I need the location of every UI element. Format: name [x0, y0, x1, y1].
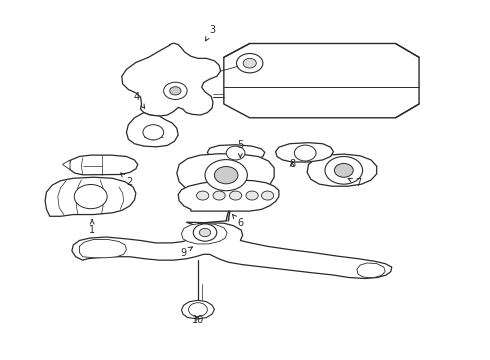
Polygon shape	[178, 180, 279, 211]
Text: 9: 9	[181, 247, 193, 257]
Text: 10: 10	[192, 315, 204, 325]
Polygon shape	[79, 239, 126, 258]
Polygon shape	[275, 143, 333, 162]
Circle shape	[246, 191, 258, 200]
Circle shape	[215, 167, 238, 184]
Circle shape	[243, 58, 256, 68]
Text: 8: 8	[289, 159, 295, 170]
Circle shape	[237, 54, 263, 73]
Circle shape	[196, 191, 209, 200]
Polygon shape	[207, 145, 265, 161]
Polygon shape	[177, 154, 274, 197]
Polygon shape	[69, 155, 138, 175]
Polygon shape	[181, 300, 215, 319]
Circle shape	[189, 303, 207, 316]
Polygon shape	[126, 113, 178, 147]
Polygon shape	[307, 154, 377, 186]
Circle shape	[229, 191, 242, 200]
Text: 7: 7	[348, 178, 361, 188]
Text: 3: 3	[206, 25, 215, 41]
Text: 4: 4	[134, 92, 145, 108]
Circle shape	[226, 146, 245, 160]
Circle shape	[334, 163, 353, 177]
Text: 5: 5	[237, 140, 244, 157]
Circle shape	[262, 191, 274, 200]
Polygon shape	[63, 160, 70, 170]
Polygon shape	[357, 263, 385, 278]
Circle shape	[213, 191, 225, 200]
Polygon shape	[181, 223, 227, 244]
Circle shape	[164, 82, 187, 99]
Text: 6: 6	[232, 215, 244, 228]
Circle shape	[170, 87, 181, 95]
Polygon shape	[45, 177, 136, 216]
Circle shape	[143, 125, 164, 140]
Polygon shape	[72, 222, 392, 279]
Polygon shape	[122, 43, 220, 116]
Circle shape	[74, 184, 107, 209]
Circle shape	[325, 157, 363, 184]
Text: 2: 2	[121, 173, 133, 187]
Circle shape	[193, 224, 217, 241]
Polygon shape	[224, 44, 419, 118]
Circle shape	[205, 159, 247, 191]
Circle shape	[294, 145, 316, 161]
Circle shape	[199, 228, 211, 237]
Text: 1: 1	[89, 220, 95, 235]
